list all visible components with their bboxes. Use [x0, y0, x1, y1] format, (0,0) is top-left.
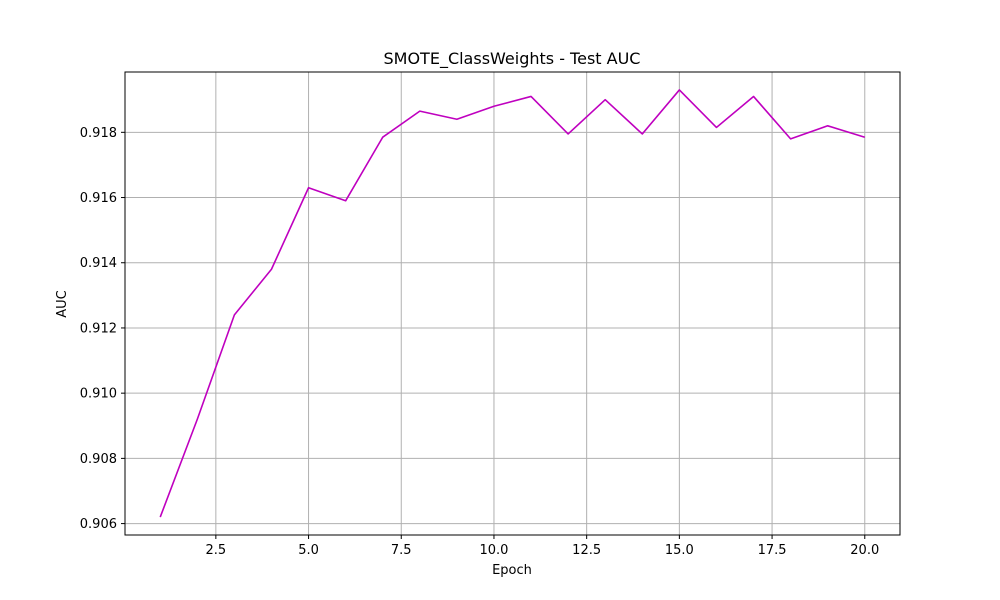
x-tick-label: 15.0	[665, 543, 694, 558]
y-tick-label: 0.908	[80, 452, 117, 467]
x-tick-label: 5.0	[298, 543, 319, 558]
y-tick-label: 0.918	[80, 126, 117, 141]
x-tick-label: 17.5	[758, 543, 787, 558]
series-layer	[159, 89, 866, 518]
plot-frame	[124, 71, 901, 536]
x-tick-label: 2.5	[206, 543, 227, 558]
y-tick-label: 0.916	[80, 191, 117, 206]
x-tick-label: 7.5	[391, 543, 412, 558]
y-tick-label: 0.910	[80, 387, 117, 402]
x-tick-label: 12.5	[572, 543, 601, 558]
y-tick-label: 0.906	[80, 517, 117, 532]
tick-layer: 2.5 5.0 7.5 10.0 12.5 15.0 17.5 20.0 0.906 0.908 0…	[80, 126, 879, 558]
x-tick-label: 10.0	[479, 543, 508, 558]
chart-title: SMOTE_ClassWeights - Test AUC	[384, 49, 641, 69]
y-tick-label: 0.912	[80, 321, 117, 336]
x-tick-label: 20.0	[850, 543, 879, 558]
y-tick-label: 0.914	[80, 256, 117, 271]
x-axis-label: Epoch	[492, 563, 532, 578]
grid-layer	[125, 72, 900, 535]
auc-series-line	[159, 89, 866, 518]
y-axis-label: AUC	[55, 290, 70, 318]
